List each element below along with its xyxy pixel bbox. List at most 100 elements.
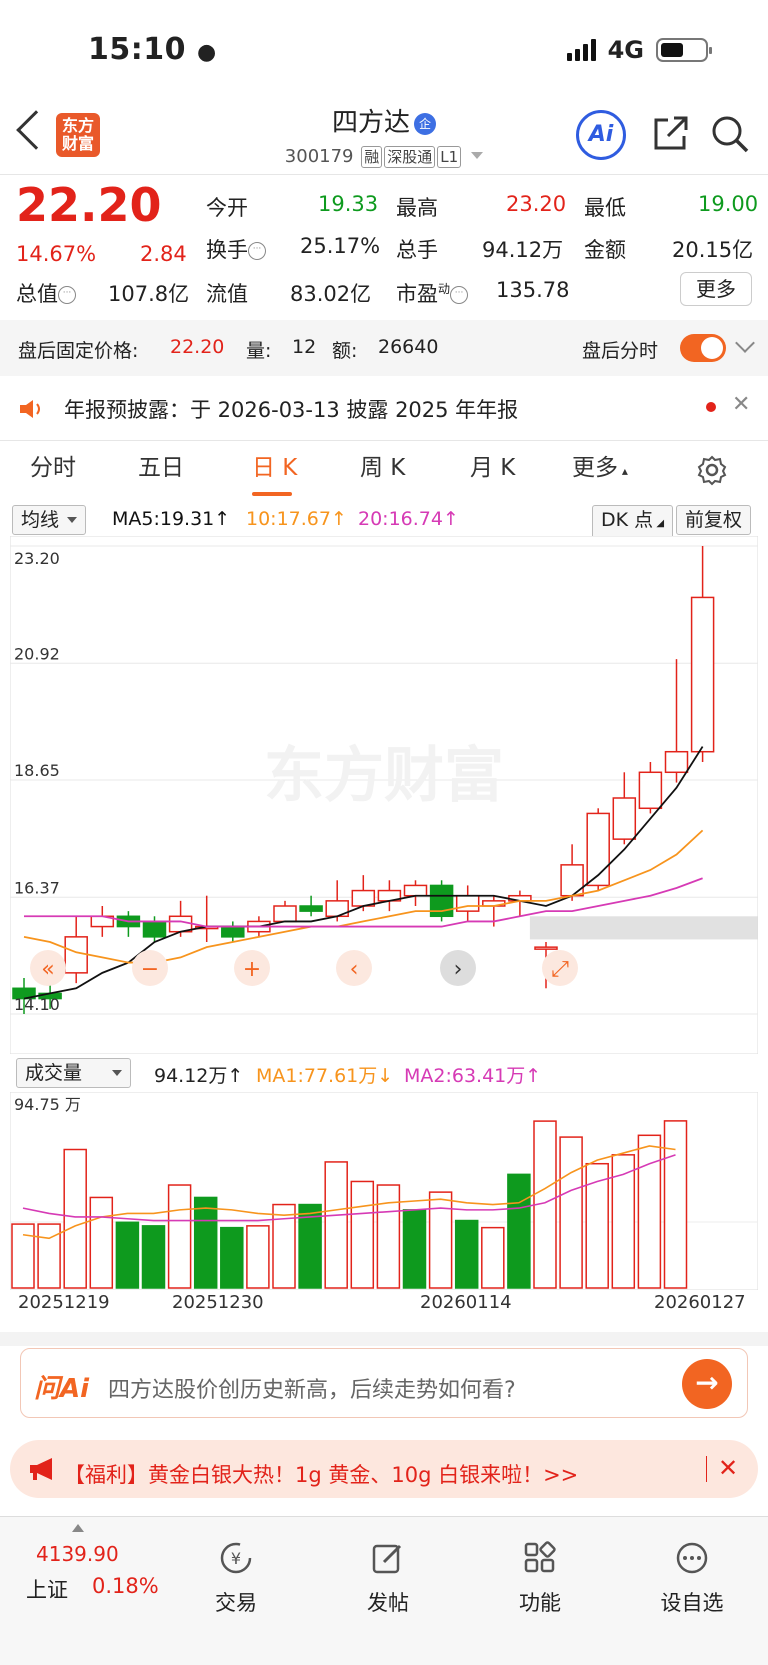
grid-icon [524,1541,556,1573]
search-icon[interactable] [710,114,750,154]
dk-point-button[interactable]: DK 点 ◢ [592,505,674,539]
promo-banner[interactable] [10,1440,758,1498]
vol_ma2-line [22,1154,676,1222]
volume-indicator-dropdown[interactable]: 成交量 [16,1058,132,1088]
network-label: 4G [607,36,644,64]
zoom-in-icon-glyph: + [243,957,261,982]
mktcap-value: 107.8亿 [108,282,190,306]
pe-label: 市盈动 ··· [396,278,469,308]
indicator-dropdown[interactable]: 均线 [12,505,87,535]
share-icon[interactable] [650,114,690,154]
jump-start-icon-bg [30,950,66,986]
candle-body [586,812,610,887]
ai-button[interactable]: Ai [576,110,626,160]
stock-name: 四方达企 [0,102,768,139]
nav-label: 功能 [519,1591,561,1615]
expand-icon-bg [542,950,578,986]
vol_ma1-line [22,1145,676,1240]
tab-weekly-k[interactable]: 周 K [360,455,406,481]
zoom-in-icon[interactable]: + [234,950,270,986]
close-icon[interactable]: ✕ [732,392,751,417]
nav-trade[interactable]: ¥ 交易 [176,1540,296,1617]
info-icon[interactable]: ··· [248,242,266,260]
caret-up-icon[interactable] [72,1524,84,1532]
after-hours-amt: 26640 [378,336,439,358]
tab-daily-k[interactable]: 日 K [252,455,298,481]
low-value: 19.00 [698,192,759,216]
next-icon[interactable]: › [440,950,476,986]
index-name[interactable]: 上证 [26,1578,68,1602]
timeshare-label: 盘后分时 [582,340,659,362]
unread-dot [706,402,716,412]
person-icon: ● [196,40,217,65]
date-axis: 20251219 20251230 20260114 20260127 [0,1292,768,1322]
volume-bar [141,1225,166,1289]
stock-meta[interactable]: 300179 融深股通 L1 [0,146,768,168]
expand-icon[interactable]: ⤢ [542,950,578,986]
volume-bar [454,1219,479,1289]
active-tab-indicator [252,492,292,496]
next-icon-bg [440,950,476,986]
volume-value: 94.12万↑ [154,1065,244,1087]
date-tick: 20251219 [18,1292,110,1313]
info-icon[interactable]: ··· [450,286,469,304]
ask-ai-question[interactable]: 四方达股价创历史新高，后续走势如何看? [108,1378,516,1403]
index-percent[interactable]: 0.18% [92,1574,159,1598]
gear-icon[interactable] [696,454,728,486]
volume-bar [637,1134,662,1289]
kline-chart[interactable]: 东方财富 23.20 20.92 18.65 16.37 14.10 « − + ‹ › ⤢ [10,536,758,1054]
timeshare-toggle[interactable] [680,334,726,362]
tab-five-day[interactable]: 五日 [138,455,184,481]
volume-bar [11,1223,35,1289]
jump-start-icon-glyph: « [41,957,54,982]
volume-toolbar: 成交量 94.12万↑ MA1:77.61万↓ MA2:63.41万↑ [0,1058,768,1092]
volume-chart[interactable]: 94.75 万 [10,1092,758,1290]
jump-start-icon[interactable]: « [30,950,66,986]
volume-bar [507,1173,531,1289]
index-value[interactable]: 4139.90 [36,1542,119,1566]
watermark: 东方财富 [264,741,504,811]
amount-label: 金额 [584,238,626,262]
candle-body [560,864,584,897]
gap-band [529,916,758,940]
date-tick: 20251230 [172,1292,264,1313]
pe-value: 135.78 [496,278,570,302]
enterprise-badge: 企 [414,113,436,135]
turnover-value: 25.17% [300,234,381,258]
adjust-button[interactable]: 前复权 [676,505,752,535]
ask-ai-box[interactable] [20,1348,748,1418]
tab-monthly-k[interactable]: 月 K [470,455,516,481]
volume-bar [193,1196,218,1289]
candle-body [273,905,297,923]
megaphone-icon [30,1458,52,1480]
volume-bar [663,1120,688,1289]
last-price: 22.20 [16,178,162,232]
notice-text[interactable]: 年报预披露：于 2026-03-13 披露 2025 年年报 [64,398,519,422]
prev-icon-bg [336,950,372,986]
zoom-out-icon[interactable]: − [132,950,168,986]
nav-post[interactable]: 发帖 [328,1540,448,1617]
more-button[interactable]: 更多 [680,272,752,306]
trade-icon: ¥ [220,1542,252,1574]
speaker-icon [20,400,40,418]
chevron-down-icon [471,152,484,159]
tab-timeshare[interactable]: 分时 [30,455,76,481]
candle-body [142,920,167,938]
volume-bar [402,1209,427,1289]
date-tick: 20260127 [654,1292,746,1313]
y-tick-label: 18.65 [14,761,60,780]
close-icon[interactable]: ✕ [718,1454,739,1482]
candle-body [455,894,480,912]
prev-icon[interactable]: ‹ [336,950,372,986]
after-hours-vol: 12 [292,336,317,358]
zoom-out-icon-glyph: − [141,957,159,982]
volume-bar [167,1184,192,1289]
volume-value: 94.12万 [482,238,564,262]
promo-text[interactable]: 【福利】黄金白银大热！1g 黄金、10g 白银来啦！>> [64,1463,579,1487]
arrow-right-icon[interactable]: → [682,1359,732,1409]
info-icon[interactable]: ··· [58,286,76,304]
nav-add-watchlist[interactable]: 设自选 [632,1540,752,1617]
svg-text:¥: ¥ [231,1549,241,1568]
tab-more[interactable]: 更多 ▴ [572,455,628,481]
nav-functions[interactable]: 功能 [480,1540,600,1617]
